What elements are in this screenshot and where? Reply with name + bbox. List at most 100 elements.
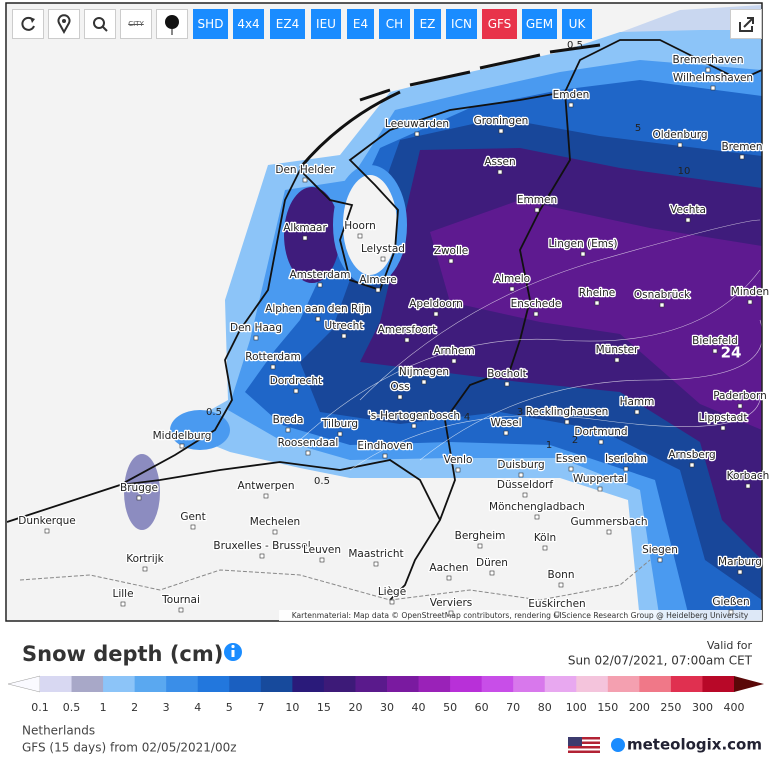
city-label: Amersfoort [378, 324, 437, 336]
city-marker [44, 528, 50, 534]
scale-label: 4 [194, 701, 201, 714]
city-marker [745, 483, 751, 489]
zoom-button[interactable] [84, 9, 116, 39]
refresh-button[interactable] [12, 9, 44, 39]
city-marker [564, 419, 570, 425]
city-marker [270, 364, 276, 370]
city-marker [659, 302, 665, 308]
city-marker [380, 256, 386, 262]
scale-label: 150 [597, 701, 618, 714]
valid-time: Sun 02/07/2021, 07:00am CET [568, 654, 753, 668]
scale-swatch [544, 676, 577, 692]
contour-label: 1 [546, 440, 552, 451]
country-border [389, 91, 571, 601]
city-marker [568, 466, 574, 472]
scale-swatch [639, 676, 672, 692]
city-label: Bruxelles - Brussel [213, 540, 310, 552]
city-marker [446, 575, 452, 581]
city-label: Hoorn [344, 220, 376, 232]
scale-label: 2 [131, 701, 138, 714]
model-button[interactable]: IEU [311, 9, 341, 39]
city-marker [568, 102, 574, 108]
city-label: Hamm [620, 396, 655, 408]
city-marker [534, 514, 540, 520]
city-label: Mönchengladbach [489, 501, 585, 513]
city-label: Iserlohn [605, 453, 647, 465]
contour-label: 0.5 [567, 40, 583, 51]
scale-swatch [450, 676, 483, 692]
city-label: Mechelen [250, 516, 300, 528]
city-label: Lippstadt [699, 412, 748, 424]
city-marker [594, 300, 600, 306]
model-button[interactable]: 4x4 [233, 9, 264, 39]
contour-label: 0.5 [206, 407, 222, 418]
city-label: Utrecht [325, 320, 364, 332]
city-label: Rotterdam [245, 351, 300, 363]
city-marker [190, 524, 196, 530]
scale-swatch [387, 676, 420, 692]
city-label: Middelburg [153, 430, 212, 442]
city-label: Tilburg [321, 418, 358, 430]
city-label: Recklinghausen [526, 406, 609, 418]
model-button[interactable]: ICN [446, 9, 477, 39]
city-marker [302, 235, 308, 241]
city-label: Bremen [721, 141, 762, 153]
city-label: Bremerhaven [673, 54, 744, 66]
city-marker [373, 561, 379, 567]
city-label: Antwerpen [237, 480, 294, 492]
city-marker [503, 430, 509, 436]
city-marker [728, 609, 734, 615]
city-label: Aachen [429, 562, 468, 574]
scale-swatch [134, 676, 167, 692]
city-label: Den Helder [275, 164, 335, 176]
city-label: Kortrijk [126, 553, 164, 565]
city-label: Gummersbach [570, 516, 647, 528]
model-button[interactable]: GEM [522, 9, 557, 39]
flag [568, 737, 600, 753]
share-button[interactable] [730, 9, 762, 39]
model-button[interactable]: EZ4 [270, 9, 305, 39]
balloon-button[interactable] [156, 9, 188, 39]
location-button[interactable] [48, 9, 80, 39]
model-button[interactable]: EZ [414, 9, 441, 39]
model-button[interactable]: SHD [193, 9, 228, 39]
city-marker [389, 599, 395, 605]
model-button[interactable]: E4 [347, 9, 374, 39]
city-marker [534, 207, 540, 213]
city-label: Breda [273, 414, 304, 426]
city-label: Alphen aan den Rijn [265, 303, 371, 315]
model-button[interactable]: CH [379, 9, 410, 39]
city-button[interactable]: CITY [120, 9, 152, 39]
city-label: Rheine [579, 287, 615, 299]
country-border [119, 459, 441, 521]
model-run: GFS (15 days) from 02/05/2021/00z [22, 741, 237, 755]
city-marker [504, 381, 510, 387]
city-marker [136, 495, 142, 501]
contour-label: 3 [517, 407, 523, 418]
model-button[interactable]: UK [562, 9, 592, 39]
city-label: Duisburg [497, 459, 544, 471]
contour-label: 2 [572, 435, 578, 446]
city-label: Wilhelmshaven [673, 72, 753, 84]
scale-label: 200 [629, 701, 650, 714]
city-marker [285, 427, 291, 433]
contour-label: 10 [678, 166, 691, 177]
city-marker [414, 131, 420, 137]
scale-label: 20 [348, 701, 362, 714]
city-marker [685, 217, 691, 223]
city-label: Essen [556, 453, 587, 465]
city-label: Alkmaar [283, 222, 327, 234]
city-label: Bonn [548, 569, 575, 581]
city-label: Wuppertal [573, 473, 627, 485]
info-icon[interactable] [224, 643, 242, 661]
scale-swatch [197, 676, 230, 692]
city-marker [689, 462, 695, 468]
city-marker [382, 453, 388, 459]
contour-label: 0.5 [314, 476, 330, 487]
model-button[interactable]: GFS [482, 9, 517, 39]
scale-label: 0.1 [31, 701, 49, 714]
city-label: Almere [359, 274, 396, 286]
scale-label: 0.5 [63, 701, 81, 714]
city-marker [375, 287, 381, 293]
